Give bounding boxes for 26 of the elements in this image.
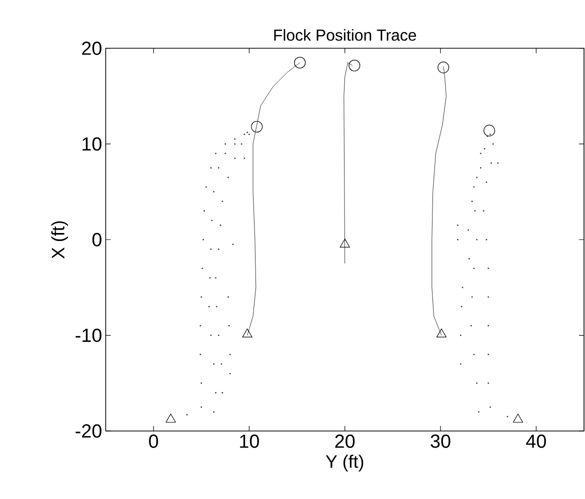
point bbox=[166, 414, 176, 423]
line-series bbox=[432, 66, 447, 336]
y-tick-label: -10 bbox=[76, 328, 102, 342]
y-tick-label: 20 bbox=[82, 42, 102, 55]
point bbox=[484, 124, 496, 136]
point bbox=[348, 60, 360, 72]
x-tick-label: 20 bbox=[335, 434, 355, 448]
point bbox=[251, 120, 263, 133]
x-tick-label: 0 bbox=[149, 434, 158, 448]
x-tick-label: 40 bbox=[526, 434, 546, 448]
x-axis-title: Y (ft) bbox=[326, 454, 364, 472]
y-tick-label: 0 bbox=[92, 232, 102, 246]
y-tick-label: -20 bbox=[76, 424, 102, 438]
point bbox=[436, 328, 447, 338]
point bbox=[512, 414, 524, 423]
point bbox=[242, 328, 252, 338]
point bbox=[340, 238, 350, 248]
y-axis-title: X (ft) bbox=[51, 221, 68, 259]
point bbox=[438, 62, 450, 74]
chart-title: Flock Position Trace bbox=[274, 29, 416, 41]
x-tick-label: 30 bbox=[430, 434, 450, 448]
line-series bbox=[344, 62, 353, 264]
y-tick-label: 10 bbox=[82, 137, 102, 151]
point bbox=[294, 56, 306, 68]
line-series bbox=[247, 62, 300, 336]
x-tick-label: 10 bbox=[240, 434, 259, 448]
